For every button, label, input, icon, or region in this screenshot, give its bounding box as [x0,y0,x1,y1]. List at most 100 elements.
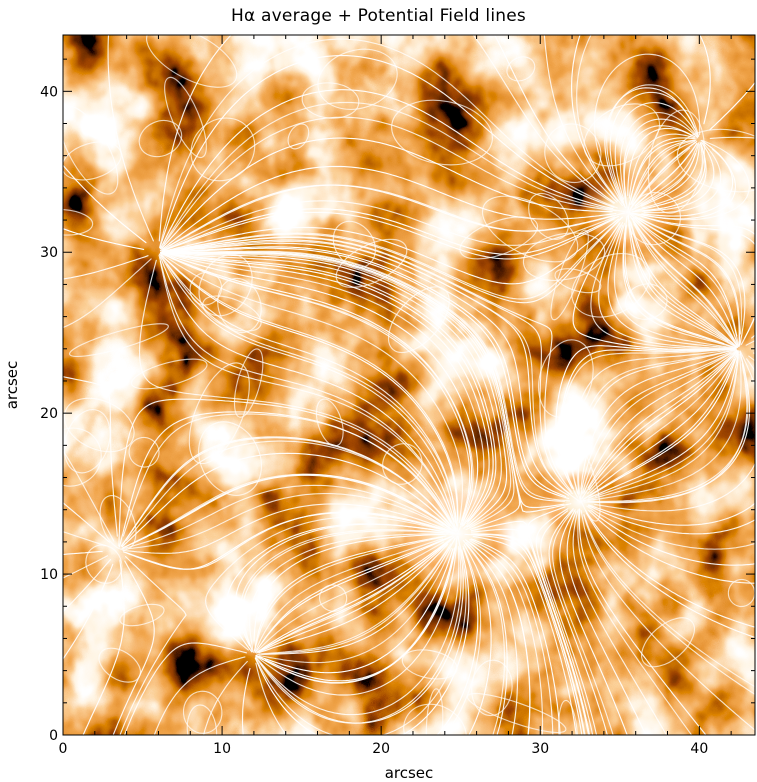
field-line [173,240,579,502]
field-loop [403,703,467,735]
y-tick-label: 30 [40,245,58,261]
field-line [579,352,732,500]
field-line [588,502,755,526]
field-loop [63,427,102,487]
field-line [63,559,112,613]
field-line [122,503,451,554]
field-line [254,538,444,653]
field-line [583,358,736,500]
field-line [464,533,583,735]
field-line [160,253,463,524]
field-line [587,350,739,495]
field-loop [128,436,160,468]
field-line [261,537,456,655]
field-loop [641,617,695,668]
field-line [583,363,748,504]
field-line [581,356,739,502]
field-line [163,101,625,245]
field-line [122,473,450,549]
field-line [627,215,729,342]
field-line [580,509,755,731]
field-line [622,215,725,345]
field-loop [198,421,263,496]
y-axis-label: arcsec [3,361,21,410]
field-loop [676,128,755,193]
field-loop [624,283,668,320]
field-loop [528,192,569,240]
field-line [260,535,464,724]
field-line [444,545,482,735]
field-line [462,539,508,735]
x-axis: 0 10 20 30 40 [59,35,732,757]
field-line [572,509,668,735]
field-loop [647,109,705,214]
field-loop [217,277,262,334]
field-line [159,55,615,248]
field-loop [315,398,344,447]
y-tick-label: 0 [49,728,58,744]
field-line [627,139,686,211]
field-line [264,535,458,682]
field-loop [85,544,123,584]
field-line [465,539,531,735]
field-line [629,216,735,341]
field-loop [63,409,111,474]
field-line [614,102,699,200]
field-line [635,219,740,347]
field-line [629,213,738,337]
field-loop [335,238,408,288]
field-line [160,116,617,250]
field-line [169,184,626,247]
field-line [262,535,454,642]
field-line [632,150,707,213]
field-line [472,35,615,204]
field-line [63,449,115,542]
field-line [560,349,726,498]
x-tick-label: 40 [690,741,708,757]
field-line [576,35,623,207]
field-line [745,340,755,346]
field-line [160,251,565,502]
field-line [590,224,735,350]
field-line [166,263,458,532]
field-line [589,350,739,497]
field-line [162,252,508,528]
field-line [584,509,755,628]
field-line [628,133,697,199]
field-line [159,38,618,249]
field-line [634,216,741,347]
field-line [121,452,451,548]
field-line [590,509,755,566]
field-loop [188,362,250,465]
field-loop [63,141,122,181]
field-loop [471,659,513,717]
field-loop [287,123,310,150]
field-line [627,127,696,197]
field-line [464,542,506,735]
field-line [559,509,628,735]
field-line [160,247,570,500]
field-line [126,440,457,541]
field-line [632,217,739,347]
field-line [572,222,736,351]
field-line [629,220,738,348]
field-loop [182,690,223,734]
field-line [253,533,456,642]
field-line [578,508,707,735]
field-loop [550,229,589,321]
field-line [576,348,737,496]
field-line [631,148,736,220]
field-line [745,358,755,372]
heatmap-layer [63,35,755,735]
field-line [469,540,544,735]
field-line [257,539,452,653]
field-loop [332,220,376,269]
field-loop [466,693,567,734]
field-loop [544,123,602,183]
field-line [254,536,452,654]
field-line [161,211,615,260]
field-loop [318,584,348,612]
field-line [158,35,232,242]
field-line [588,509,755,584]
field-line [138,259,456,530]
